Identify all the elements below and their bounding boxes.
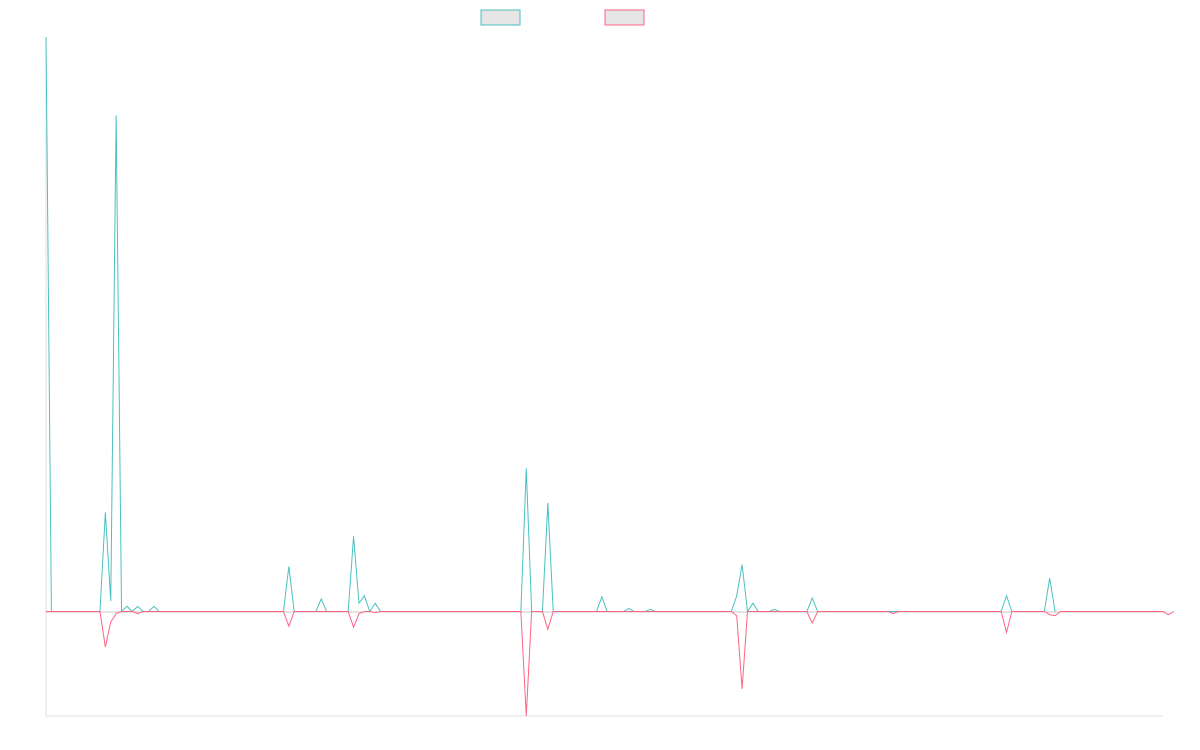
legend: [480, 9, 645, 26]
legend-swatch-1[interactable]: [480, 9, 521, 26]
legend-swatch-2[interactable]: [604, 9, 645, 26]
series-line-1: [45, 36, 1056, 613]
series-line-2: [46, 611, 1175, 717]
series-layer: [45, 36, 1175, 717]
